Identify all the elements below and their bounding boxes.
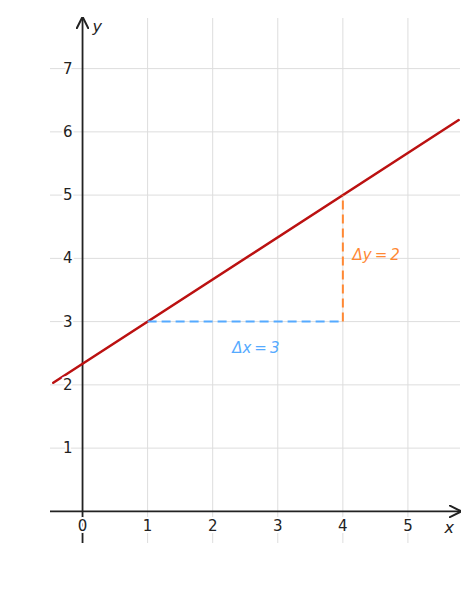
y-tick-label: 4	[63, 249, 73, 267]
x-axis-label: x	[444, 518, 455, 537]
series-line	[342, 195, 344, 322]
y-tick-label: 1	[63, 439, 73, 457]
x-tick-label: 2	[208, 517, 218, 535]
annotations: Δx = 3 Δy = 2	[231, 246, 400, 357]
grid-line-y	[50, 321, 460, 322]
grid-line-x	[147, 18, 148, 543]
grid-line-y	[50, 384, 460, 385]
y-axis	[82, 18, 84, 543]
grid-line-y	[50, 68, 460, 69]
annotation: Δy = 2	[352, 246, 400, 264]
chart: 0 1 2 3 4 5 1 2 3 4 5 6 7 x y Δx = 3 Δy = 2	[0, 0, 474, 589]
grid-line-y	[50, 131, 460, 132]
plot-area	[53, 120, 458, 383]
x-tick-label: 1	[143, 517, 153, 535]
x-tick-label: 5	[403, 517, 413, 535]
series-line	[53, 120, 458, 383]
y-tick-label: 5	[63, 186, 73, 204]
y-tick-label: 3	[63, 313, 73, 331]
x-tick-label: 4	[338, 517, 348, 535]
y-tick-label: 6	[63, 123, 73, 141]
x-axis	[50, 510, 460, 512]
series-line	[148, 321, 343, 323]
grid-line-y	[50, 511, 460, 512]
annotation: Δx = 3	[231, 339, 279, 357]
grid-line-y	[50, 448, 460, 449]
grid-line-x	[82, 18, 83, 543]
y-tick-label: 2	[63, 376, 73, 394]
y-tick-label: 7	[63, 60, 73, 78]
grid-line-x	[407, 18, 408, 543]
grid-line-y	[50, 195, 460, 196]
axes	[50, 18, 460, 543]
tick-labels: 0 1 2 3 4 5 1 2 3 4 5 6 7	[63, 60, 413, 536]
x-tick-label: 3	[273, 517, 283, 535]
grid-line-x	[277, 18, 278, 543]
grid	[50, 18, 460, 543]
grid-line-x	[342, 18, 343, 543]
x-tick-label: 0	[78, 517, 88, 535]
y-axis-label: y	[92, 17, 103, 36]
